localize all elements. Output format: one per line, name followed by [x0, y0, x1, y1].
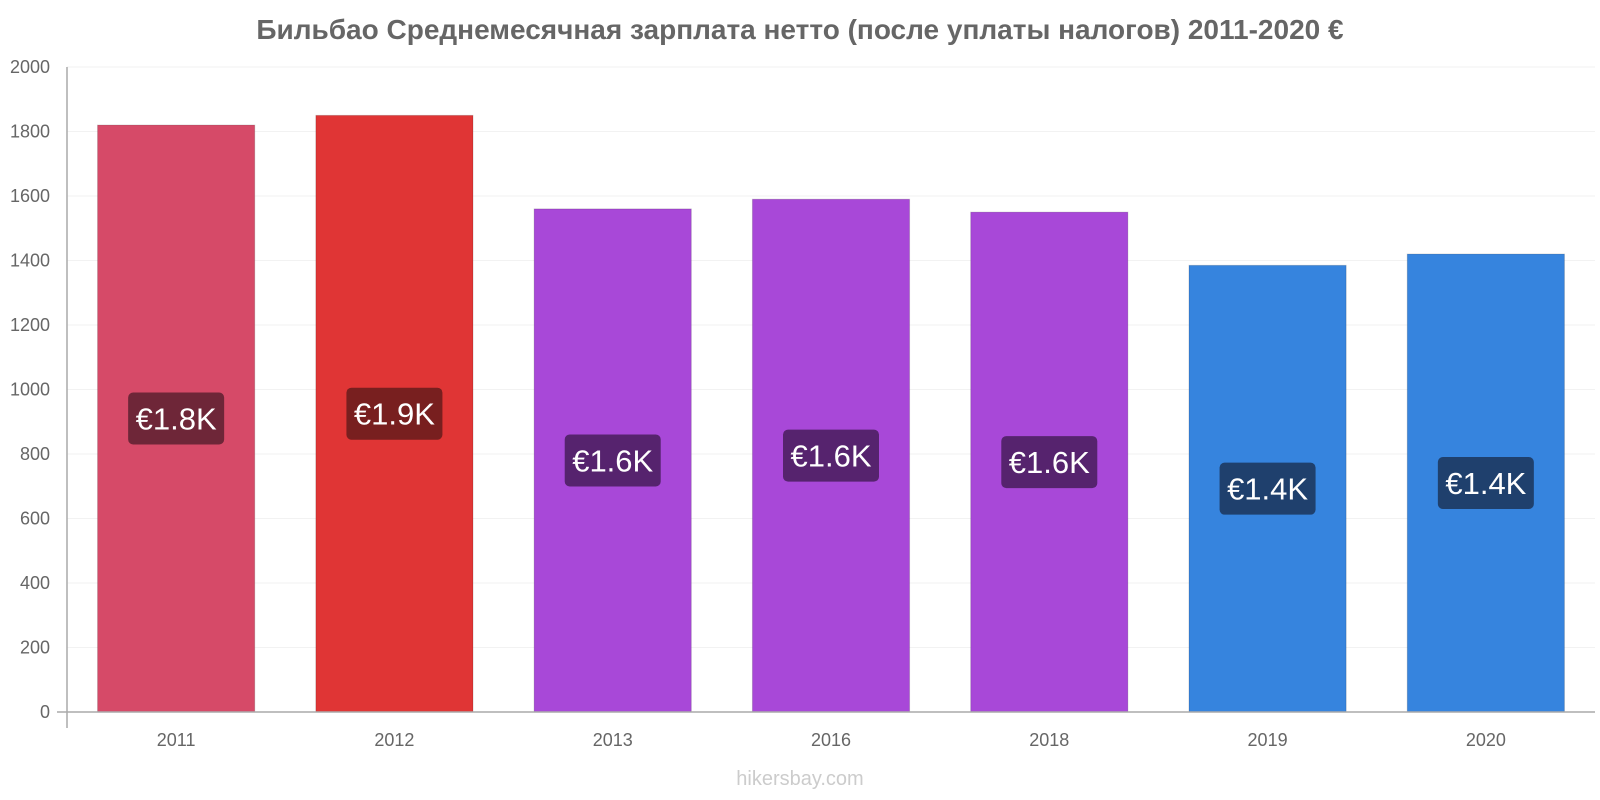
- data-label-background: [128, 392, 225, 445]
- data-label-background: [783, 429, 879, 482]
- data-label: €1.8K: [136, 402, 217, 437]
- data-label-background: [1001, 436, 1098, 489]
- y-tick-label: 1400: [10, 251, 50, 271]
- y-tick-label: 1200: [10, 315, 50, 335]
- x-tick-label: 2018: [1029, 730, 1069, 750]
- y-tick-label: 0: [40, 702, 50, 722]
- y-tick-label: 1800: [10, 122, 50, 142]
- x-tick-label: 2011: [157, 730, 196, 750]
- data-label-background: [1437, 457, 1534, 510]
- data-labels: €1.8K €1.9K €1.6K €1.6K €1.6K €1.4K €1.4K: [128, 387, 1534, 515]
- y-tick-label: 200: [20, 638, 50, 658]
- y-tick-label: 1600: [10, 186, 50, 206]
- data-label: €1.9K: [354, 397, 435, 432]
- chart-title: Бильбао Среднемесячная зарплата нетто (п…: [256, 14, 1344, 45]
- data-label: €1.4K: [1227, 472, 1308, 507]
- x-tick-label: 2019: [1248, 730, 1288, 750]
- y-tick-label: 400: [20, 573, 50, 593]
- watermark: hikersbay.com: [736, 768, 864, 790]
- bars: [97, 114, 1565, 713]
- data-label: €1.6K: [790, 439, 871, 474]
- x-tick-label: 2013: [593, 730, 633, 750]
- data-label: €1.6K: [1009, 445, 1090, 480]
- x-tick-label: 2012: [374, 730, 414, 750]
- x-tick-label: 2016: [811, 730, 851, 750]
- y-tick-label: 600: [20, 509, 50, 529]
- data-label-background: [564, 434, 661, 487]
- data-label-background: [346, 387, 443, 440]
- data-label: €1.4K: [1445, 466, 1526, 501]
- y-tick-label: 800: [20, 444, 50, 464]
- data-label-background: [1219, 462, 1316, 515]
- y-tick-label: 2000: [10, 57, 50, 77]
- data-label: €1.6K: [572, 443, 653, 478]
- axes: 0 200 400 600 800 1000 1200 1400 1600 1800 2000 201…: [10, 57, 1595, 750]
- x-tick-label: 2020: [1466, 730, 1506, 750]
- y-tick-label: 1000: [10, 380, 50, 400]
